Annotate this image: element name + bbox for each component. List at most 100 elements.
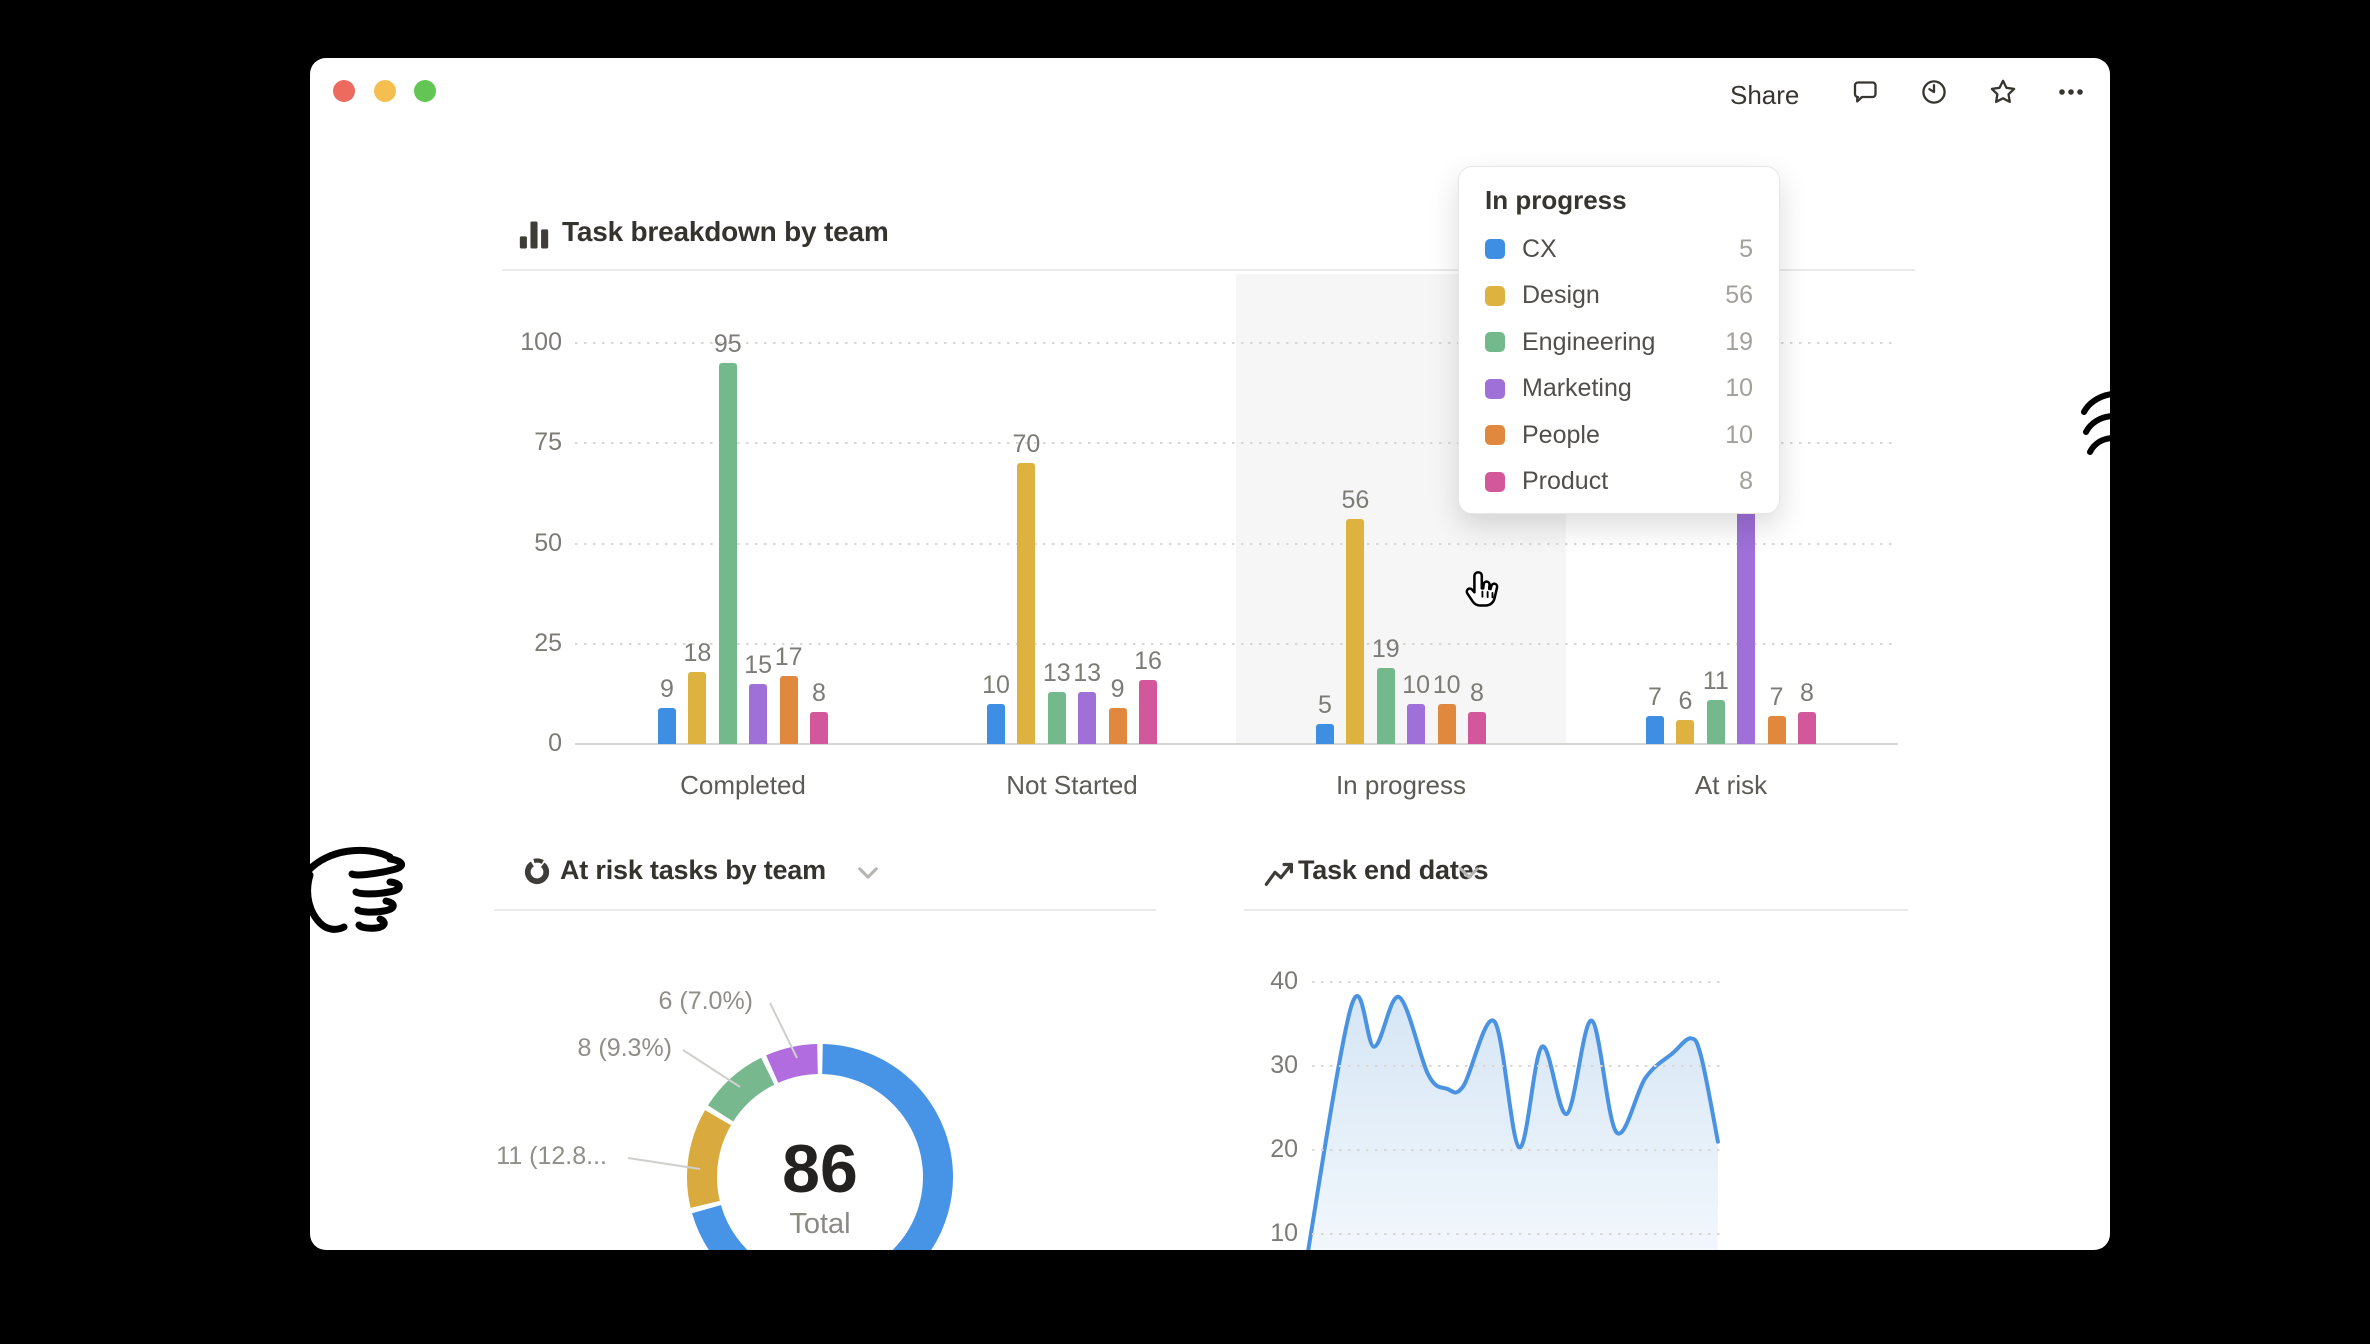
bar-value-label: 70 (1012, 430, 1041, 459)
bar-engineering-at-risk[interactable] (1706, 699, 1725, 744)
bar-value-label: 8 (1470, 678, 1484, 707)
y-axis-tick-label: 0 (548, 729, 562, 757)
x-axis-category-label: Completed (680, 770, 806, 800)
area-fill (1308, 996, 1718, 1250)
bar-value-label: 11 (1702, 666, 1729, 695)
donut-chart-icon (524, 858, 550, 885)
legend-label: Marketing (1522, 374, 1632, 403)
tooltip-legend-row: People 10 (1485, 412, 1753, 459)
legend-value: 10 (1725, 374, 1753, 403)
comment-icon[interactable] (1850, 77, 1880, 107)
callout-line (627, 1157, 701, 1170)
bar-value-label: 7 (1648, 682, 1662, 711)
bar-cx-at-risk[interactable] (1646, 715, 1664, 744)
donut-slice-0[interactable] (692, 1044, 953, 1250)
bar-product-completed[interactable] (810, 711, 828, 744)
donut-slice-1[interactable] (686, 1110, 732, 1208)
bar-product-at-risk[interactable] (1798, 711, 1816, 744)
bar-people-in-progress[interactable] (1437, 703, 1456, 744)
window-close-button[interactable] (333, 80, 355, 102)
bar-value-label: 13 (1073, 658, 1102, 687)
bar-product-in-progress[interactable] (1468, 711, 1486, 744)
legend-label: People (1522, 420, 1600, 449)
hand-cursor (1465, 571, 1499, 607)
y-axis-tick-label: 100 (520, 328, 562, 356)
bar-marketing-not-started[interactable] (1078, 691, 1097, 744)
tooltip-legend-row: Marketing 10 (1485, 366, 1753, 413)
divider (1244, 909, 1908, 911)
legend-swatch (1485, 239, 1505, 260)
bar-marketing-in-progress[interactable] (1407, 703, 1426, 744)
legend-label: CX (1522, 234, 1557, 263)
x-axis-category-label: At risk (1694, 770, 1768, 800)
tooltip-legend-row: CX 5 (1485, 226, 1753, 273)
bar-people-at-risk[interactable] (1767, 715, 1786, 744)
bar-marketing-at-risk[interactable] (1737, 499, 1756, 744)
legend-swatch (1485, 285, 1505, 306)
line-chart (1306, 994, 1720, 1250)
line-chart-icon (1264, 862, 1293, 886)
clock-icon[interactable] (1919, 77, 1949, 107)
bar-value-label: 9 (660, 674, 674, 703)
y-axis-tick-label: 40 (1270, 967, 1298, 995)
chevron-down-icon[interactable] (857, 866, 879, 880)
more-icon[interactable] (2056, 77, 2086, 107)
bar-people-not-started[interactable] (1108, 707, 1127, 744)
donut-total-value: 86 (782, 1131, 858, 1207)
gridline (575, 642, 1898, 645)
tooltip-legend-row: Engineering 19 (1485, 319, 1753, 366)
bar-engineering-not-started[interactable] (1047, 691, 1066, 744)
tooltip-legend-row: Design 56 (1485, 273, 1753, 320)
line-chart-title[interactable]: Task end dates (1298, 855, 1489, 885)
app-window: Share Task breakdown by team 100 75 50 25 0 9… (310, 58, 2110, 1250)
bar-value-label: 18 (683, 638, 712, 667)
bar-value-label: 5 (1318, 690, 1332, 719)
legend-label: Product (1522, 467, 1609, 496)
x-axis-category-label: Not Started (1006, 770, 1138, 800)
bar-value-label: 56 (1341, 486, 1370, 515)
bar-engineering-in-progress[interactable] (1376, 667, 1395, 744)
y-axis-tick-label: 50 (534, 528, 562, 557)
bar-marketing-completed[interactable] (749, 683, 768, 744)
window-minimize-button[interactable] (374, 80, 396, 102)
bar-design-in-progress[interactable] (1346, 519, 1365, 744)
bar-value-label: 16 (1134, 646, 1162, 675)
donut-chart-title[interactable]: At risk tasks by team (560, 855, 826, 885)
y-axis-tick-label: 10 (1270, 1219, 1298, 1247)
donut-slice-2[interactable] (707, 1057, 775, 1122)
bar-design-at-risk[interactable] (1676, 719, 1695, 744)
bar-cx-in-progress[interactable] (1316, 723, 1334, 744)
legend-swatch (1485, 332, 1505, 353)
bar-engineering-completed[interactable] (718, 363, 737, 744)
legend-swatch (1485, 378, 1505, 399)
y-axis-tick-label: 25 (534, 628, 562, 657)
legend-value: 19 (1725, 327, 1753, 356)
legend-value: 5 (1739, 234, 1753, 263)
bar-chart-title: Task breakdown by team (562, 216, 889, 247)
legend-label: Engineering (1522, 327, 1656, 356)
bar-people-completed[interactable] (779, 675, 798, 744)
bar-cx-not-started[interactable] (987, 703, 1005, 744)
y-axis-tick-label: 30 (1270, 1051, 1298, 1079)
legend-value: 56 (1725, 281, 1753, 310)
donut-chart (627, 1002, 953, 1250)
share-button[interactable]: Share (1730, 80, 1800, 110)
bar-value-label: 19 (1371, 634, 1400, 663)
bar-design-completed[interactable] (688, 671, 707, 744)
bar-cx-completed[interactable] (658, 707, 676, 744)
divider (494, 909, 1156, 911)
bar-value-label: 10 (1432, 670, 1461, 699)
bar-design-not-started[interactable] (1017, 463, 1036, 744)
bar-value-label: 10 (1402, 670, 1431, 699)
chevron-down-icon[interactable] (1458, 866, 1480, 880)
star-icon[interactable] (1988, 77, 2018, 107)
window-zoom-button[interactable] (414, 80, 436, 102)
bar-value-label: 15 (744, 650, 773, 679)
donut-slice-3[interactable] (766, 1044, 819, 1083)
y-axis-tick-label: 20 (1270, 1135, 1298, 1163)
bar-value-label: 17 (774, 642, 803, 671)
bar-chart-icon (519, 221, 549, 249)
bar-product-not-started[interactable] (1139, 679, 1157, 744)
donut-total-label: Total (789, 1208, 851, 1240)
x-axis-category-label: In progress (1335, 770, 1467, 800)
